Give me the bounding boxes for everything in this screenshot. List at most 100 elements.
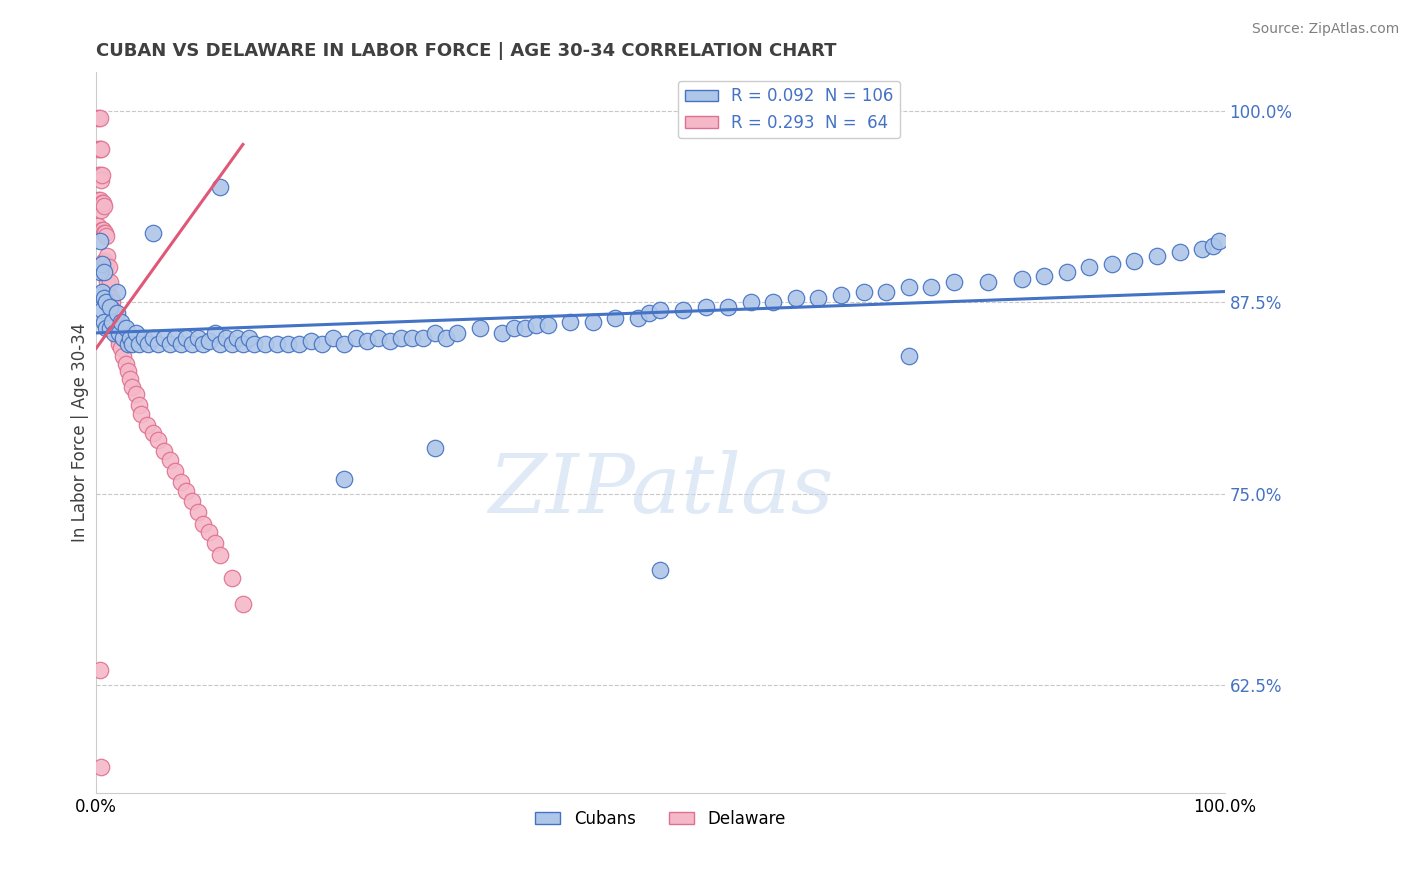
- Point: [103, 326, 125, 340]
- Point: [136, 336, 159, 351]
- Point: [93, 199, 115, 213]
- Point: [90, 142, 112, 156]
- Point: [87, 112, 110, 126]
- Point: [96, 249, 118, 263]
- Point: [90, 302, 112, 317]
- Point: [176, 483, 198, 498]
- Point: [97, 287, 120, 301]
- Point: [785, 291, 807, 305]
- Point: [89, 112, 111, 126]
- Point: [132, 330, 155, 344]
- Point: [1033, 269, 1056, 284]
- Point: [90, 195, 112, 210]
- Point: [852, 285, 875, 299]
- Point: [1101, 257, 1123, 271]
- Point: [695, 300, 717, 314]
- Point: [1146, 249, 1168, 263]
- Point: [142, 330, 165, 344]
- Point: [96, 276, 118, 290]
- Point: [114, 321, 136, 335]
- Point: [1078, 260, 1101, 274]
- Point: [254, 336, 277, 351]
- Point: [897, 349, 920, 363]
- Point: [446, 326, 468, 340]
- Point: [90, 203, 112, 218]
- Point: [110, 341, 132, 355]
- Point: [238, 330, 260, 344]
- Point: [356, 334, 378, 348]
- Point: [101, 302, 124, 317]
- Point: [875, 285, 897, 299]
- Point: [170, 336, 193, 351]
- Point: [193, 336, 215, 351]
- Point: [513, 321, 536, 335]
- Point: [90, 172, 112, 186]
- Point: [87, 219, 110, 233]
- Legend: Cubans, Delaware: Cubans, Delaware: [529, 804, 792, 835]
- Point: [89, 663, 111, 677]
- Point: [204, 536, 226, 550]
- Point: [93, 291, 115, 305]
- Point: [90, 759, 112, 773]
- Point: [91, 223, 114, 237]
- Point: [89, 142, 111, 156]
- Point: [187, 505, 209, 519]
- Point: [311, 336, 333, 351]
- Point: [920, 280, 942, 294]
- Point: [120, 330, 142, 344]
- Text: ZIPatlas: ZIPatlas: [488, 450, 834, 530]
- Point: [942, 276, 965, 290]
- Point: [740, 295, 762, 310]
- Point: [198, 334, 221, 348]
- Text: CUBAN VS DELAWARE IN LABOR FORCE | AGE 30-34 CORRELATION CHART: CUBAN VS DELAWARE IN LABOR FORCE | AGE 3…: [96, 42, 837, 60]
- Point: [91, 195, 114, 210]
- Point: [277, 336, 299, 351]
- Point: [148, 434, 170, 448]
- Point: [717, 300, 740, 314]
- Point: [627, 310, 650, 325]
- Point: [101, 315, 124, 329]
- Point: [560, 315, 582, 329]
- Point: [762, 295, 785, 310]
- Point: [322, 330, 344, 344]
- Point: [181, 494, 204, 508]
- Point: [423, 326, 446, 340]
- Point: [288, 336, 311, 351]
- Point: [299, 334, 322, 348]
- Point: [94, 254, 117, 268]
- Point: [89, 193, 111, 207]
- Point: [153, 444, 176, 458]
- Point: [181, 336, 204, 351]
- Point: [378, 334, 401, 348]
- Point: [89, 234, 111, 248]
- Point: [159, 453, 181, 467]
- Point: [221, 336, 243, 351]
- Point: [125, 326, 148, 340]
- Point: [103, 310, 125, 325]
- Point: [198, 525, 221, 540]
- Point: [93, 254, 115, 268]
- Point: [96, 295, 118, 310]
- Point: [1168, 244, 1191, 259]
- Point: [90, 285, 112, 299]
- Point: [98, 276, 121, 290]
- Point: [209, 180, 232, 194]
- Point: [333, 471, 356, 485]
- Point: [142, 425, 165, 440]
- Point: [423, 441, 446, 455]
- Point: [165, 330, 187, 344]
- Point: [105, 306, 128, 320]
- Point: [142, 227, 165, 241]
- Point: [243, 336, 266, 351]
- Point: [89, 168, 111, 182]
- Point: [105, 285, 128, 299]
- Point: [87, 142, 110, 156]
- Point: [112, 349, 135, 363]
- Point: [94, 227, 117, 241]
- Point: [226, 330, 249, 344]
- Point: [187, 330, 209, 344]
- Point: [100, 291, 122, 305]
- Point: [159, 336, 181, 351]
- Point: [1056, 265, 1078, 279]
- Point: [830, 287, 852, 301]
